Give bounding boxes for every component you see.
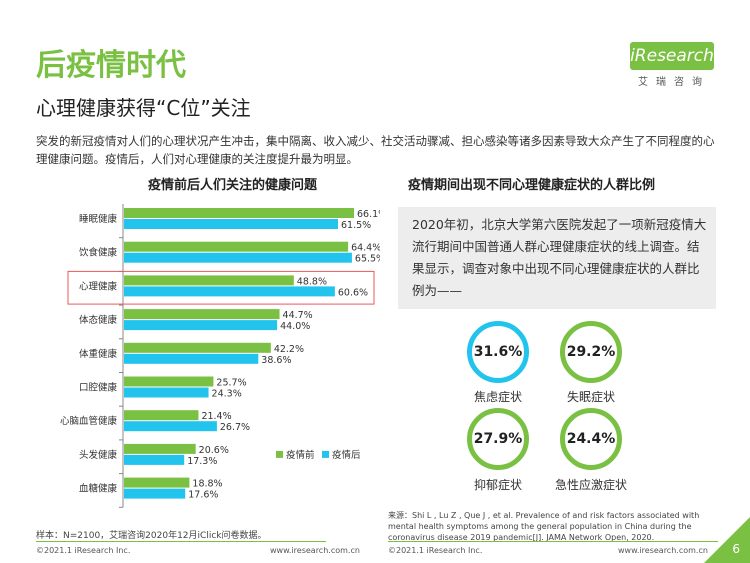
bar-before (124, 342, 271, 353)
bar-before (124, 275, 294, 286)
logo-wordmark: iResearch (630, 42, 714, 70)
page-title: 后疫情时代 (36, 48, 186, 83)
right-chart-title: 疫情期间出现不同心理健康症状的人群比例 (408, 178, 656, 193)
acute-stress-label: 急性应激症状 (554, 478, 627, 492)
bar-after (124, 353, 259, 364)
bar-after (124, 454, 185, 465)
bar-before (124, 241, 349, 252)
data-label: 44.7% (283, 310, 313, 321)
footer-url-right: www.iresearch.com.cn (618, 546, 708, 555)
data-label: 65.5% (355, 254, 380, 265)
bar-before (124, 208, 354, 218)
bar-after (124, 286, 335, 297)
survey-text: 2020年初，北京大学第六医院发起了一项新冠疫情大流行期间中国普通人群心理健康症… (412, 217, 707, 298)
source-note: 来源：Shi L , Lu Z , Que J , et al. Prevale… (388, 511, 700, 542)
health-concern-bar-chart: 睡眠健康 66.1%61.5% 饮食健康 64.4%65.5% 心理健康 48.8% 60.… (60, 204, 380, 508)
page-subtitle: 心理健康获得“C位”关注 (36, 96, 251, 120)
page-number: 6 (732, 542, 740, 556)
depression-value: 27.9% (473, 431, 523, 447)
footer-url-left: www.iresearch.com.cn (270, 546, 360, 555)
survey-box (398, 207, 716, 309)
footer-divider-left (36, 541, 326, 542)
legend-swatch-after (322, 450, 329, 458)
bar-after (124, 488, 186, 499)
bar-before (124, 376, 214, 387)
data-label: 21.4% (201, 411, 231, 422)
data-label: 38.6% (261, 355, 291, 366)
data-label: 60.6% (338, 287, 368, 298)
bar-after (124, 421, 217, 432)
logo-cn-text: 艾瑞咨询 (638, 77, 710, 88)
data-label: 44.0% (280, 321, 310, 332)
depression-label: 抑郁症状 (473, 478, 522, 492)
data-label: 66.1% (357, 209, 380, 220)
intro-paragraph: 突发的新冠疫情对人们的心理状况产生冲击，集中隔离、收入减少、社交活动骤减、担心感… (36, 134, 715, 166)
data-label: 26.7% (220, 422, 250, 433)
data-label: 24.3% (212, 389, 242, 400)
category-label: 体态健康 (79, 314, 118, 326)
category-label: 头发健康 (79, 449, 118, 461)
category-label: 心理健康 (79, 280, 118, 292)
insomnia-circle: 29.2% (560, 321, 622, 383)
category-label: 睡眠健康 (79, 213, 118, 225)
category-label: 口腔健康 (79, 382, 118, 394)
category-label: 饮食健康 (79, 247, 118, 259)
data-label: 20.6% (199, 445, 229, 456)
bar-before (124, 410, 199, 421)
anxiety-value: 31.6% (473, 344, 523, 360)
data-label: 42.2% (274, 344, 304, 355)
footer-divider-right (388, 541, 718, 542)
depression-circle: 27.9% (467, 408, 529, 470)
footer-copyright-left: ©2021.1 iResearch Inc. (36, 546, 131, 555)
bar-after (124, 252, 352, 263)
bar-after (124, 387, 209, 398)
legend-swatch-before (276, 450, 283, 458)
bar-after (124, 219, 338, 229)
anxiety-circle: 31.6% (467, 321, 529, 383)
data-label: 17.6% (188, 490, 218, 501)
data-label: 61.5% (341, 220, 371, 231)
bar-after (124, 320, 278, 331)
iresearch-logo: iResearch 艾瑞咨询 (630, 42, 714, 88)
acute-stress-circle: 24.4% (560, 408, 622, 470)
corner-decoration (704, 517, 750, 563)
category-label: 体重健康 (79, 348, 118, 360)
legend-label-before: 疫情前 (286, 449, 315, 461)
category-label: 血糖健康 (79, 483, 118, 495)
data-label: 64.4% (351, 243, 380, 254)
insomnia-label: 失眠症状 (566, 390, 615, 404)
highlight-box (67, 270, 375, 305)
left-chart-title: 疫情前后人们关注的健康问题 (148, 178, 318, 193)
category-label: 心脑血管健康 (60, 415, 118, 427)
acute-stress-value: 24.4% (566, 431, 616, 447)
data-label: 18.8% (192, 479, 222, 490)
legend-label-after: 疫情后 (332, 449, 361, 461)
bar-before (124, 309, 280, 320)
anxiety-label: 焦虑症状 (473, 390, 522, 404)
bar-before (124, 477, 190, 488)
bar-before (124, 443, 196, 454)
data-label: 48.8% (297, 276, 327, 287)
data-label: 25.7% (216, 378, 246, 389)
data-label: 17.3% (187, 456, 217, 467)
insomnia-value: 29.2% (566, 344, 616, 360)
sample-note: 样本：N=2100，艾瑞咨询2020年12月iClick问卷数据。 (36, 531, 267, 541)
footer-copyright-right: ©2021.1 iResearch Inc. (388, 546, 483, 555)
